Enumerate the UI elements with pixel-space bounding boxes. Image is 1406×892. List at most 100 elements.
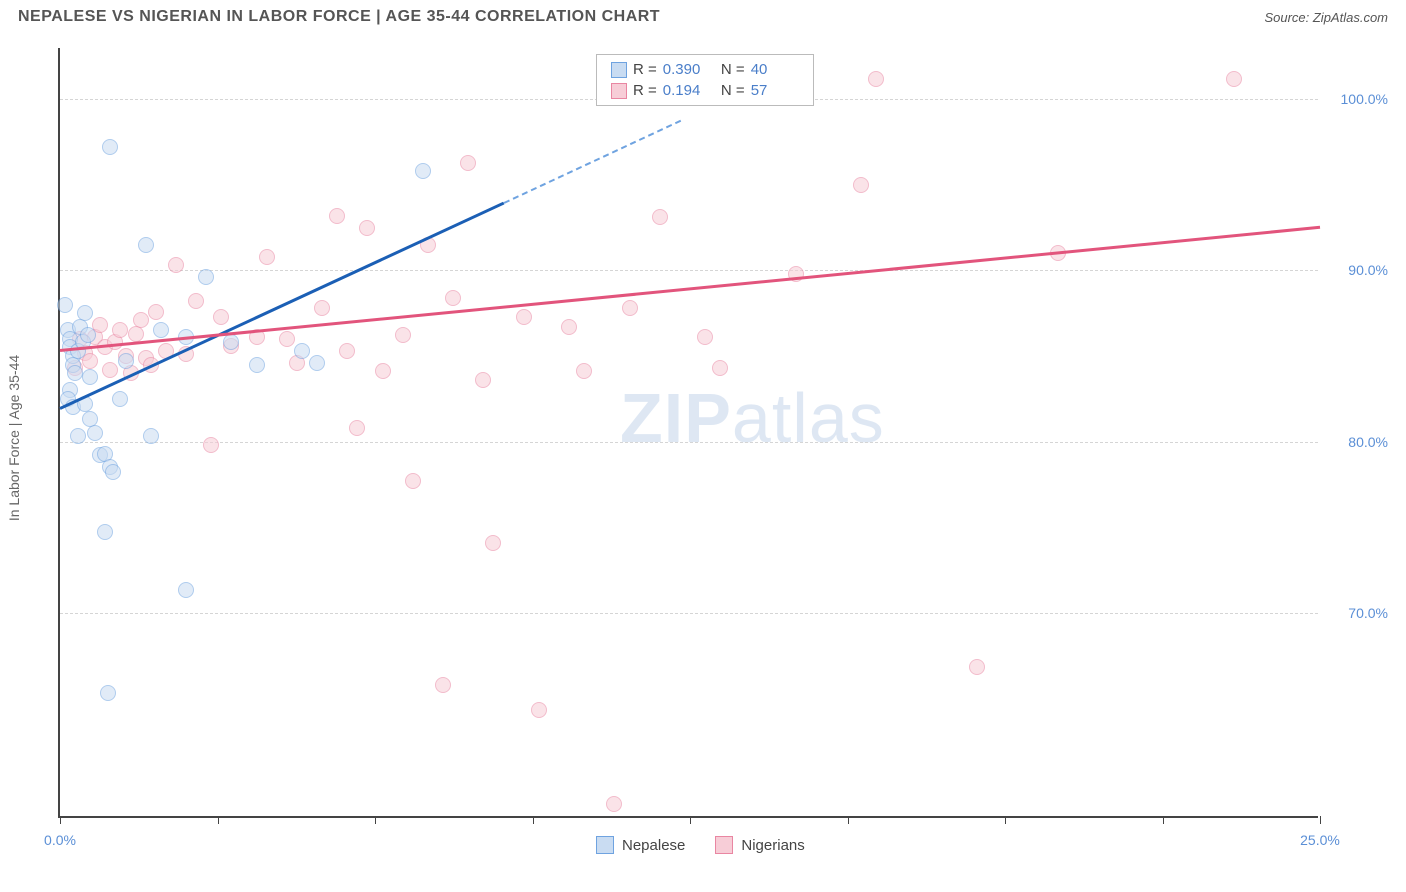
data-point: [349, 420, 365, 436]
data-point: [188, 293, 204, 309]
data-point: [314, 300, 330, 316]
data-point: [168, 257, 184, 273]
x-tick: [690, 816, 691, 824]
data-point: [1226, 71, 1242, 87]
stat-label: N =: [717, 61, 745, 78]
data-point: [622, 300, 638, 316]
data-point: [460, 155, 476, 171]
data-point: [294, 343, 310, 359]
data-point: [82, 369, 98, 385]
data-point: [133, 312, 149, 328]
data-point: [531, 702, 547, 718]
data-point: [118, 353, 134, 369]
trend-line: [59, 202, 504, 410]
data-point: [102, 362, 118, 378]
data-point: [969, 659, 985, 675]
trend-line: [503, 120, 680, 204]
data-point: [445, 290, 461, 306]
data-point: [475, 372, 491, 388]
x-tick: [533, 816, 534, 824]
stat-label: N =: [717, 82, 745, 99]
stats-row: R =0.390 N =40: [611, 59, 799, 80]
data-point: [82, 353, 98, 369]
x-tick: [1163, 816, 1164, 824]
data-point: [203, 437, 219, 453]
watermark-bold: ZIP: [620, 379, 732, 457]
y-tick-label: 100.0%: [1328, 91, 1388, 107]
gridline-h: [60, 442, 1318, 443]
stat-n-value: 40: [751, 61, 799, 78]
x-tick: [218, 816, 219, 824]
stats-box: R =0.390 N =40R =0.194 N =57: [596, 54, 814, 106]
x-tick: [375, 816, 376, 824]
stat-n-value: 57: [751, 82, 799, 99]
data-point: [415, 163, 431, 179]
data-point: [249, 357, 265, 373]
data-point: [112, 322, 128, 338]
x-tick-label: 0.0%: [44, 832, 76, 848]
watermark-rest: atlas: [732, 379, 885, 457]
data-point: [213, 309, 229, 325]
y-tick-label: 90.0%: [1328, 262, 1388, 278]
data-point: [223, 334, 239, 350]
data-point: [148, 304, 164, 320]
chart-title: NEPALESE VS NIGERIAN IN LABOR FORCE | AG…: [18, 8, 660, 26]
data-point: [128, 326, 144, 342]
data-point: [697, 329, 713, 345]
data-point: [395, 327, 411, 343]
data-point: [138, 237, 154, 253]
data-point: [405, 473, 421, 489]
data-point: [485, 535, 501, 551]
data-point: [339, 343, 355, 359]
gridline-h: [60, 613, 1318, 614]
x-tick: [848, 816, 849, 824]
stat-label: R =: [633, 82, 657, 99]
gridline-h: [60, 270, 1318, 271]
data-point: [516, 309, 532, 325]
data-point: [712, 360, 728, 376]
watermark: ZIPatlas: [620, 378, 885, 458]
legend-swatch-icon: [596, 836, 614, 854]
data-point: [375, 363, 391, 379]
data-point: [143, 428, 159, 444]
chart-container: In Labor Force | Age 35-44 ZIPatlas 70.0…: [40, 48, 1390, 828]
title-bar: NEPALESE VS NIGERIAN IN LABOR FORCE | AG…: [0, 0, 1406, 30]
data-point: [70, 428, 86, 444]
data-point: [576, 363, 592, 379]
x-tick-label: 25.0%: [1300, 832, 1340, 848]
data-point: [329, 208, 345, 224]
legend-item: Nepalese: [596, 836, 685, 854]
y-axis-title: In Labor Force | Age 35-44: [6, 355, 22, 521]
data-point: [853, 177, 869, 193]
x-tick: [1320, 816, 1321, 824]
data-point: [153, 322, 169, 338]
legend-swatch-icon: [611, 62, 627, 78]
data-point: [67, 365, 83, 381]
data-point: [868, 71, 884, 87]
data-point: [652, 209, 668, 225]
data-point: [606, 796, 622, 812]
data-point: [198, 269, 214, 285]
data-point: [97, 524, 113, 540]
data-point: [80, 327, 96, 343]
legend-swatch-icon: [715, 836, 733, 854]
data-point: [100, 685, 116, 701]
data-point: [561, 319, 577, 335]
data-point: [435, 677, 451, 693]
legend-label: Nepalese: [622, 837, 685, 854]
data-point: [87, 425, 103, 441]
data-point: [359, 220, 375, 236]
x-tick: [60, 816, 61, 824]
data-point: [105, 464, 121, 480]
data-point: [178, 582, 194, 598]
legend-swatch-icon: [611, 83, 627, 99]
y-tick-label: 80.0%: [1328, 434, 1388, 450]
x-tick: [1005, 816, 1006, 824]
stat-r-value: 0.390: [663, 61, 711, 78]
legend: NepaleseNigerians: [596, 836, 805, 854]
data-point: [112, 391, 128, 407]
stat-r-value: 0.194: [663, 82, 711, 99]
plot-area: ZIPatlas 70.0%80.0%90.0%100.0%0.0%25.0%R…: [58, 48, 1318, 818]
data-point: [259, 249, 275, 265]
trend-line: [60, 226, 1320, 352]
